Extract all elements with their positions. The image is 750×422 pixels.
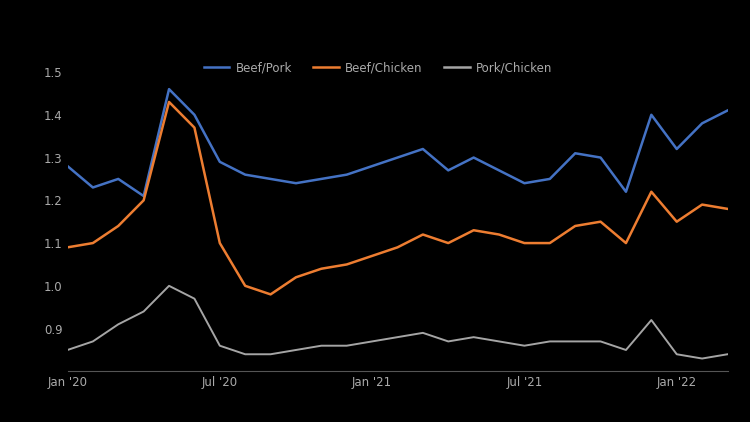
Beef/Pork — [316, 176, 326, 181]
Beef/Chicken — [596, 219, 605, 224]
Beef/Pork — [292, 181, 301, 186]
Pork/Chicken — [470, 335, 478, 340]
Beef/Chicken — [164, 100, 173, 105]
Beef/Chicken — [646, 189, 656, 194]
Beef/Pork — [190, 112, 199, 117]
Beef/Chicken — [316, 266, 326, 271]
Beef/Pork — [470, 155, 478, 160]
Beef/Chicken — [470, 228, 478, 233]
Beef/Pork — [342, 172, 351, 177]
Pork/Chicken — [571, 339, 580, 344]
Beef/Chicken — [190, 125, 199, 130]
Pork/Chicken — [316, 343, 326, 348]
Beef/Pork — [596, 155, 605, 160]
Pork/Chicken — [622, 347, 631, 352]
Beef/Pork — [571, 151, 580, 156]
Beef/Chicken — [266, 292, 275, 297]
Pork/Chicken — [114, 322, 123, 327]
Beef/Chicken — [571, 223, 580, 228]
Line: Beef/Pork: Beef/Pork — [68, 89, 728, 196]
Beef/Chicken — [368, 253, 376, 258]
Beef/Chicken — [545, 241, 554, 246]
Beef/Chicken — [393, 245, 402, 250]
Beef/Chicken — [723, 206, 732, 211]
Legend: Beef/Pork, Beef/Chicken, Pork/Chicken: Beef/Pork, Beef/Chicken, Pork/Chicken — [199, 57, 556, 79]
Beef/Chicken — [292, 275, 301, 280]
Line: Pork/Chicken: Pork/Chicken — [68, 286, 728, 359]
Beef/Pork — [140, 194, 148, 199]
Pork/Chicken — [190, 296, 199, 301]
Pork/Chicken — [444, 339, 453, 344]
Beef/Pork — [646, 112, 656, 117]
Beef/Chicken — [672, 219, 681, 224]
Beef/Pork — [545, 176, 554, 181]
Beef/Pork — [114, 176, 123, 181]
Beef/Chicken — [140, 198, 148, 203]
Beef/Chicken — [698, 202, 706, 207]
Beef/Chicken — [215, 241, 224, 246]
Beef/Chicken — [622, 241, 631, 246]
Beef/Pork — [622, 189, 631, 194]
Pork/Chicken — [88, 339, 98, 344]
Beef/Chicken — [444, 241, 453, 246]
Pork/Chicken — [494, 339, 503, 344]
Pork/Chicken — [63, 347, 72, 352]
Line: Beef/Chicken: Beef/Chicken — [68, 102, 728, 295]
Pork/Chicken — [140, 309, 148, 314]
Beef/Pork — [723, 108, 732, 113]
Pork/Chicken — [545, 339, 554, 344]
Beef/Pork — [164, 87, 173, 92]
Beef/Chicken — [419, 232, 428, 237]
Pork/Chicken — [241, 352, 250, 357]
Beef/Chicken — [342, 262, 351, 267]
Pork/Chicken — [215, 343, 224, 348]
Pork/Chicken — [164, 283, 173, 288]
Pork/Chicken — [698, 356, 706, 361]
Pork/Chicken — [520, 343, 529, 348]
Beef/Chicken — [88, 241, 98, 246]
Beef/Chicken — [114, 223, 123, 228]
Beef/Pork — [520, 181, 529, 186]
Beef/Chicken — [494, 232, 503, 237]
Beef/Pork — [215, 159, 224, 164]
Pork/Chicken — [419, 330, 428, 335]
Beef/Chicken — [520, 241, 529, 246]
Beef/Pork — [494, 168, 503, 173]
Pork/Chicken — [672, 352, 681, 357]
Beef/Pork — [266, 176, 275, 181]
Beef/Pork — [672, 146, 681, 151]
Beef/Pork — [88, 185, 98, 190]
Beef/Pork — [444, 168, 453, 173]
Beef/Pork — [393, 155, 402, 160]
Beef/Pork — [419, 146, 428, 151]
Beef/Pork — [241, 172, 250, 177]
Pork/Chicken — [596, 339, 605, 344]
Beef/Chicken — [63, 245, 72, 250]
Beef/Pork — [698, 121, 706, 126]
Beef/Pork — [63, 164, 72, 169]
Beef/Chicken — [241, 283, 250, 288]
Beef/Pork — [368, 164, 376, 169]
Pork/Chicken — [393, 335, 402, 340]
Pork/Chicken — [342, 343, 351, 348]
Pork/Chicken — [266, 352, 275, 357]
Pork/Chicken — [368, 339, 376, 344]
Pork/Chicken — [723, 352, 732, 357]
Pork/Chicken — [646, 317, 656, 322]
Pork/Chicken — [292, 347, 301, 352]
